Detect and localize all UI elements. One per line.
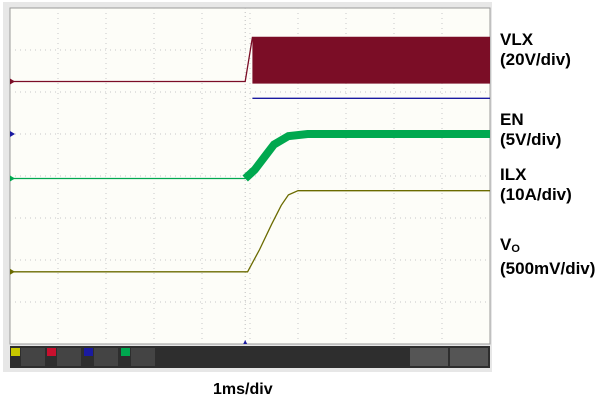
en-label: EN (5V/div) — [500, 110, 561, 150]
waveform-traces — [10, 36, 490, 273]
channel-level-markers — [10, 78, 15, 275]
status-bar — [10, 346, 490, 368]
trigger-readout — [450, 348, 488, 366]
ch1-readout — [21, 348, 45, 366]
ilx-level-marker — [10, 175, 15, 182]
ch2-tab[interactable] — [47, 348, 56, 356]
ch4-readout — [131, 348, 155, 366]
ilx-label: ILX (10A/div) — [500, 165, 572, 205]
trigger-position-marker — [243, 340, 248, 344]
en-name: EN — [500, 110, 524, 129]
vlx-scale: (20V/div) — [500, 50, 571, 69]
vlx-trace — [10, 36, 490, 83]
ilx-scale: (10A/div) — [500, 185, 572, 204]
vlx-level-marker — [10, 78, 15, 85]
ilx-ripple-band — [242, 130, 490, 182]
vlx-label: VLX (20V/div) — [500, 30, 571, 70]
en-scale: (5V/div) — [500, 130, 562, 149]
vo-name-sub: O — [511, 243, 520, 255]
vlx-switching-band — [252, 37, 490, 84]
ch2-readout — [57, 348, 81, 366]
ch4-tab[interactable] — [121, 348, 130, 356]
en-level-marker — [10, 131, 15, 137]
timebase-readout — [410, 348, 448, 366]
vo-trace — [10, 190, 490, 273]
ch1-tab[interactable] — [11, 348, 20, 356]
ch3-readout — [94, 348, 118, 366]
vo-scale: (500mV/div) — [500, 259, 596, 278]
vo-name-main: V — [500, 235, 512, 254]
ilx-name: ILX — [500, 165, 527, 184]
vlx-name: VLX — [500, 30, 534, 49]
vo-level-marker — [10, 268, 15, 275]
vo-label: VO (500mV/div) — [500, 235, 595, 279]
vo-name: VO — [500, 235, 595, 259]
time-scale-label: 1ms/div — [213, 381, 273, 398]
ch3-tab[interactable] — [84, 348, 93, 356]
